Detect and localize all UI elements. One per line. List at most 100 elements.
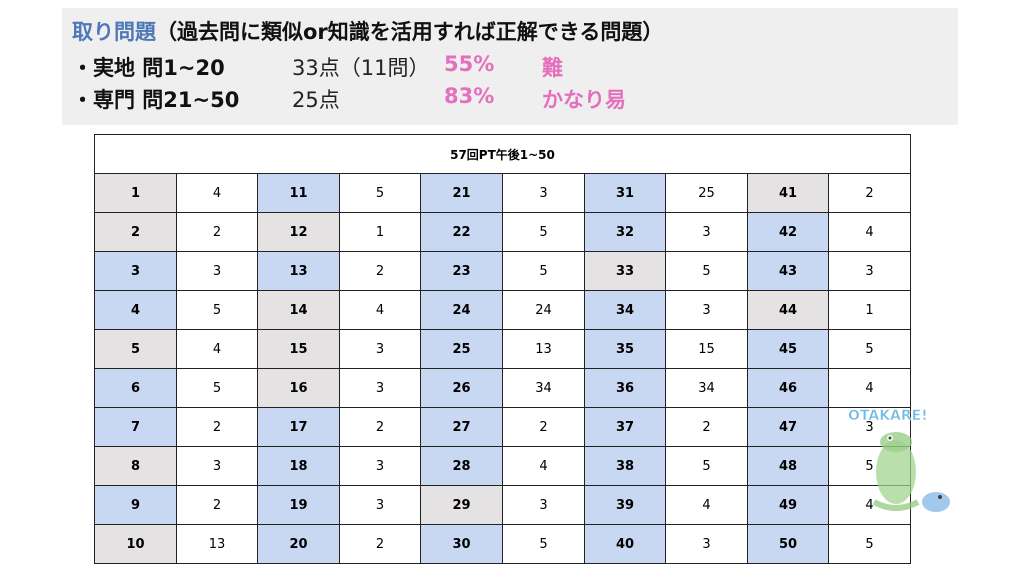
question-number-cell: 30 (420, 524, 503, 564)
answer-cell: 5 (502, 524, 585, 564)
question-number-cell: 20 (257, 524, 340, 564)
question-number-cell: 17 (257, 407, 340, 447)
question-number-cell: 25 (420, 329, 503, 369)
question-number-cell: 41 (747, 173, 829, 213)
question-number-cell: 5 (94, 329, 177, 369)
row-1-label: ・実地 問1~20 (72, 56, 225, 80)
answer-cell: 2 (339, 407, 421, 447)
answer-cell: 3 (502, 173, 585, 213)
header-row-1: ・実地 問1~20 33点（11問） 55% 難 (72, 52, 563, 82)
row-2-label: ・専門 問21~50 (72, 88, 240, 112)
table-row: 7 2 17 2 27 2 37 2 47 3 (94, 407, 911, 447)
answer-cell: 2 (176, 407, 258, 447)
question-number-cell: 9 (94, 485, 177, 525)
summary-header: 取り問題（過去問に類似or知識を活用すれば正解できる問題） ・実地 問1~20 … (62, 8, 958, 125)
header-title-line: 取り問題（過去問に類似or知識を活用すれば正解できる問題） (72, 16, 663, 46)
table-caption: 57回PT午後1~50 (94, 134, 911, 174)
question-number-cell: 6 (94, 368, 177, 408)
table-row: 5 4 15 3 25 13 35 15 45 5 (94, 329, 911, 369)
header-row-2: ・専門 問21~50 25点 83% かなり易 (72, 84, 626, 114)
answer-cell: 2 (176, 485, 258, 525)
table-row: 4 5 14 4 24 24 34 3 44 1 (94, 290, 911, 330)
answer-cell: 4 (828, 212, 911, 252)
question-number-cell: 33 (584, 251, 666, 291)
answer-cell: 3 (176, 446, 258, 486)
answer-cell: 34 (502, 368, 585, 408)
answer-cell: 13 (502, 329, 585, 369)
question-number-cell: 44 (747, 290, 829, 330)
table-row: 8 3 18 3 28 4 38 5 48 5 (94, 446, 911, 486)
answer-cell: 5 (176, 368, 258, 408)
question-number-cell: 10 (94, 524, 177, 564)
answer-cell: 4 (828, 485, 911, 525)
table-row: 3 3 13 2 23 5 33 5 43 3 (94, 251, 911, 291)
answer-cell: 5 (176, 290, 258, 330)
question-number-cell: 3 (94, 251, 177, 291)
question-number-cell: 14 (257, 290, 340, 330)
question-number-cell: 32 (584, 212, 666, 252)
answer-cell: 5 (665, 251, 748, 291)
question-number-cell: 27 (420, 407, 503, 447)
answer-cell: 5 (502, 251, 585, 291)
answer-cell: 34 (665, 368, 748, 408)
answer-cell: 3 (339, 329, 421, 369)
question-number-cell: 29 (420, 485, 503, 525)
row-2-points: 25点 (292, 88, 340, 112)
question-number-cell: 15 (257, 329, 340, 369)
question-number-cell: 39 (584, 485, 666, 525)
answer-cell: 2 (828, 173, 911, 213)
answer-cell: 4 (176, 173, 258, 213)
answer-cell: 24 (502, 290, 585, 330)
answer-cell: 5 (502, 212, 585, 252)
question-number-cell: 48 (747, 446, 829, 486)
question-number-cell: 22 (420, 212, 503, 252)
answer-cell: 3 (665, 212, 748, 252)
question-number-cell: 8 (94, 446, 177, 486)
answer-cell: 3 (176, 251, 258, 291)
question-number-cell: 31 (584, 173, 666, 213)
question-number-cell: 19 (257, 485, 340, 525)
answer-cell: 3 (502, 485, 585, 525)
answer-cell: 3 (339, 485, 421, 525)
question-number-cell: 34 (584, 290, 666, 330)
question-number-cell: 43 (747, 251, 829, 291)
question-number-cell: 46 (747, 368, 829, 408)
answer-cell: 3 (339, 368, 421, 408)
question-number-cell: 42 (747, 212, 829, 252)
row-2-rate: 83% (444, 84, 495, 108)
row-1-difficulty: 難 (542, 56, 563, 80)
answer-cell: 3 (828, 251, 911, 291)
answer-table: 57回PT午後1~50 1 4 11 5 21 3 31 25 41 2 2 2 12 1 22 5 32 3 42… (94, 134, 911, 564)
question-number-cell: 35 (584, 329, 666, 369)
row-2-difficulty: かなり易 (542, 88, 626, 112)
answer-cell: 2 (339, 524, 421, 564)
question-number-cell: 24 (420, 290, 503, 330)
answer-cell: 2 (176, 212, 258, 252)
answer-cell: 3 (339, 446, 421, 486)
question-number-cell: 23 (420, 251, 503, 291)
question-number-cell: 36 (584, 368, 666, 408)
question-number-cell: 11 (257, 173, 340, 213)
answer-cell: 25 (665, 173, 748, 213)
answer-cell: 4 (828, 368, 911, 408)
question-number-cell: 45 (747, 329, 829, 369)
answer-cell: 5 (339, 173, 421, 213)
question-number-cell: 38 (584, 446, 666, 486)
question-number-cell: 37 (584, 407, 666, 447)
question-number-cell: 12 (257, 212, 340, 252)
question-number-cell: 28 (420, 446, 503, 486)
answer-cell: 3 (665, 524, 748, 564)
table-row: 9 2 19 3 29 3 39 4 49 4 (94, 485, 911, 525)
question-number-cell: 4 (94, 290, 177, 330)
question-number-cell: 26 (420, 368, 503, 408)
answer-cell: 4 (502, 446, 585, 486)
question-number-cell: 49 (747, 485, 829, 525)
question-number-cell: 21 (420, 173, 503, 213)
row-1-points: 33点（11問） (292, 56, 430, 80)
answer-cell: 1 (828, 290, 911, 330)
answer-cell: 3 (665, 290, 748, 330)
answer-cell: 5 (665, 446, 748, 486)
question-number-cell: 1 (94, 173, 177, 213)
question-number-cell: 47 (747, 407, 829, 447)
question-number-cell: 40 (584, 524, 666, 564)
